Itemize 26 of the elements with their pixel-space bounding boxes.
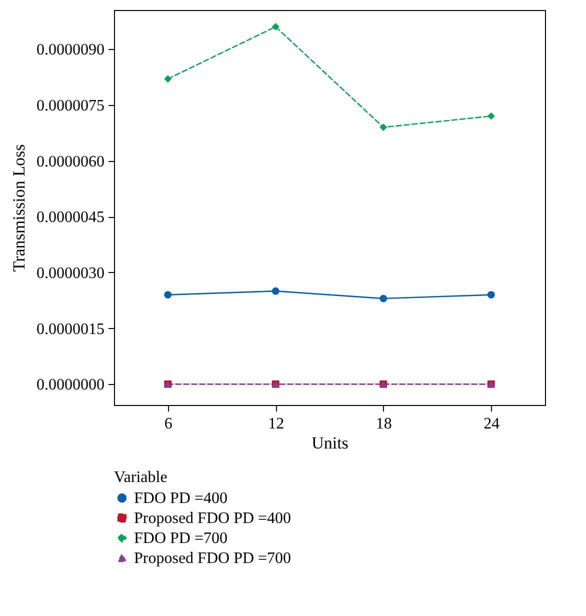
x-tick-label: 24 (484, 416, 500, 432)
legend-label: FDO PD =400 (134, 490, 228, 507)
y-tick-label: 0.0000090 (36, 42, 104, 59)
point (380, 294, 388, 302)
point (164, 75, 172, 83)
legend-title: Variable (114, 469, 168, 486)
y-tick-label: 0.0000000 (36, 376, 104, 394)
point (164, 291, 172, 299)
x-tick-label: 6 (164, 416, 172, 432)
y-tick-label: 0.0000015 (36, 320, 104, 338)
x-tick-label: 12 (268, 416, 284, 432)
y-tick-label: 0.0000060 (36, 153, 104, 170)
point (272, 287, 280, 295)
y-tick-label: 0.0000075 (36, 97, 104, 114)
x-tick-label: 18 (376, 416, 392, 432)
legend-label: Proposed FDO PD =700 (134, 550, 292, 567)
y-tick-label: 0.0000045 (36, 209, 104, 226)
y-tick-label: 0.0000030 (36, 264, 104, 282)
legend-label: FDO PD =700 (134, 530, 228, 547)
legend-label: Proposed FDO PD =400 (134, 510, 292, 527)
y-axis-title: Transmission Loss (10, 144, 28, 272)
point (380, 124, 388, 131)
point (272, 23, 280, 30)
x-axis-title: Units (312, 434, 348, 452)
point (487, 112, 495, 120)
point (487, 291, 495, 299)
